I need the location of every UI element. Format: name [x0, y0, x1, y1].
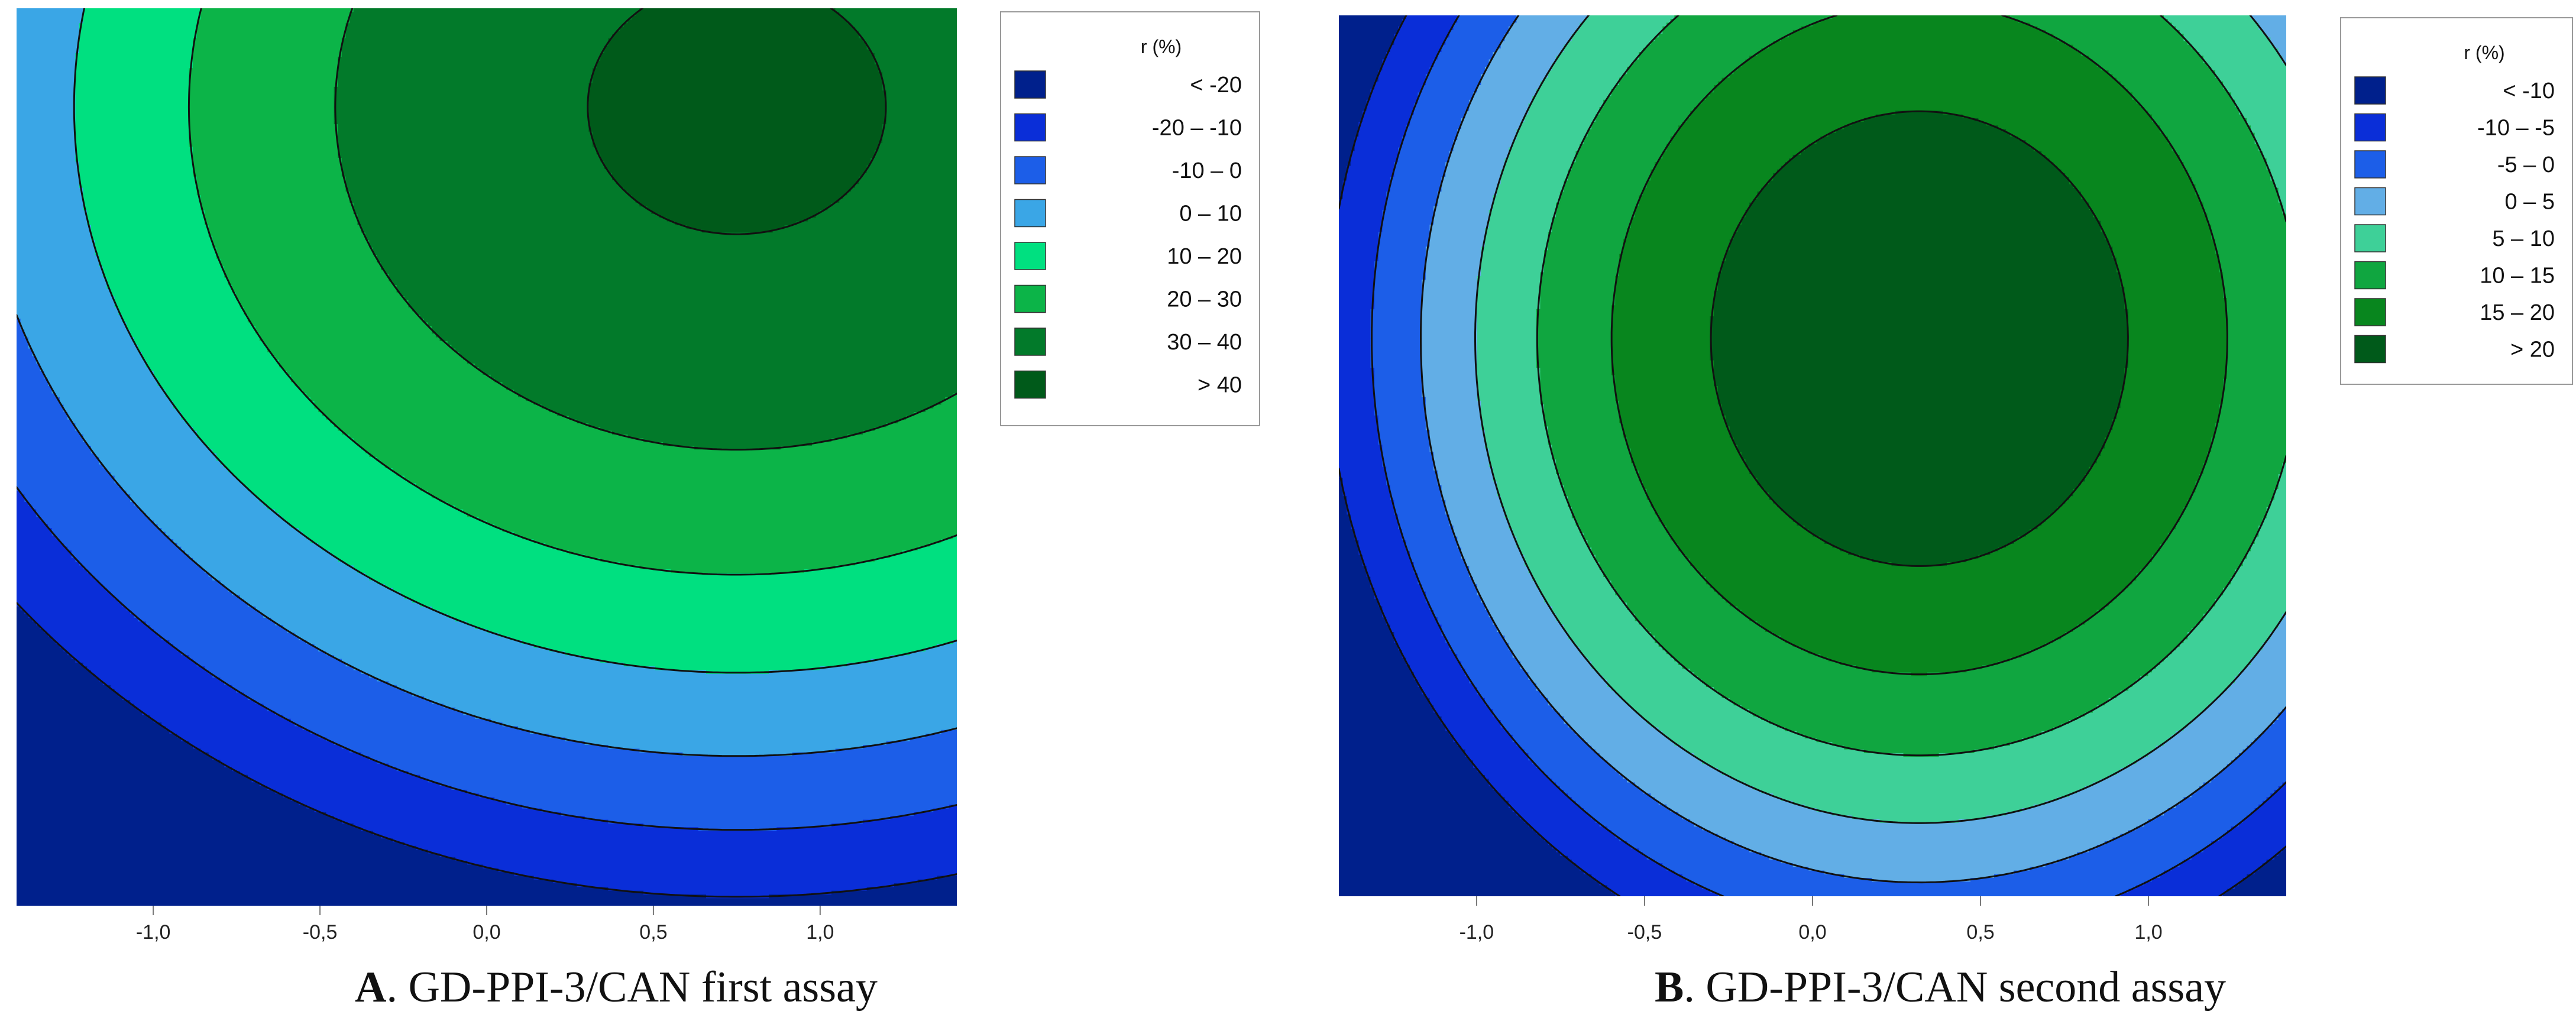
x-tick-label-1-1: -0,5 [1627, 921, 1662, 944]
caption-a-text: . GD-PPI-3/CAN first assay [386, 963, 878, 1012]
contour-line-0-0 [17, 602, 957, 898]
legend-swatch-0-7 [1014, 370, 1046, 399]
legend-label-0-1: -20 – -10 [1152, 116, 1242, 141]
x-tick-label-1-4: 1,0 [2134, 921, 2162, 944]
panel-a: -1,0 -0,5 0,0 0,5 1,0 r (%) < -20 -20 – -10 -10 … [17, 8, 1260, 1013]
contour-line-0-6 [587, 8, 887, 235]
legend-swatch-0-6 [1014, 328, 1046, 356]
x-tick-label-0-4: 1,0 [806, 921, 834, 944]
legend-label-0-0: < -20 [1190, 73, 1242, 98]
legend-title-1: r (%) [2464, 42, 2504, 63]
contour-line-1-3 [1474, 15, 2286, 824]
legend-swatch-1-5 [2354, 261, 2386, 290]
contour-line-1-2 [1420, 15, 2286, 884]
legend-swatch-1-1 [2354, 113, 2386, 142]
legend-label-0-4: 10 – 20 [1167, 244, 1242, 269]
legend-swatch-0-5 [1014, 284, 1046, 313]
x-tick-label-0-1: -0,5 [303, 921, 338, 944]
x-tick-label-0-3: 0,5 [639, 921, 667, 944]
legend-label-1-0: < -10 [2503, 79, 2555, 103]
legend-label-1-6: 15 – 20 [2480, 300, 2555, 325]
legend-label-1-3: 0 – 5 [2504, 190, 2555, 215]
legend-swatch-1-6 [2354, 298, 2386, 326]
legend-label-1-7: > 20 [2510, 338, 2555, 362]
legend-label-0-5: 20 – 30 [1167, 287, 1242, 312]
contour-plot-a: -1,0 -0,5 0,0 0,5 1,0 r (%) < -20 -20 – -10 -10 … [17, 8, 1260, 944]
x-tick-label-0-0: -1,0 [136, 921, 171, 944]
legend-title-0: r (%) [1141, 36, 1182, 57]
panel-b: -1,0 -0,5 0,0 0,5 1,0 r (%) < -10 -10 – -5 -5 – … [1288, 0, 2576, 1034]
x-tick-label-1-0: -1,0 [1459, 921, 1494, 944]
legend-swatch-1-4 [2354, 224, 2386, 252]
caption-b: B. GD-PPI-3/CAN second assay [1655, 962, 2226, 1013]
contour-line-0-1 [17, 486, 957, 831]
contour-fill-0 [17, 8, 957, 906]
legend-label-0-7: > 40 [1198, 373, 1242, 398]
legend-swatch-0-3 [1014, 199, 1046, 228]
legend-swatch-1-7 [2354, 335, 2386, 364]
caption-a-letter: A [355, 963, 387, 1012]
legend-swatch-0-0 [1014, 70, 1046, 99]
contour-line-1-1 [1371, 15, 2286, 896]
contour-line-1-4 [1536, 15, 2286, 757]
legend-label-0-6: 30 – 40 [1167, 330, 1242, 355]
x-tick-label-0-2: 0,0 [473, 921, 500, 944]
x-tick-label-1-2: 0,0 [1798, 921, 1826, 944]
caption-b-text: . GD-PPI-3/CAN second assay [1684, 963, 2227, 1012]
contour-fill-1 [1339, 15, 2286, 896]
contour-line-1-6 [1710, 110, 2129, 567]
contour-line-0-2 [17, 314, 957, 757]
legend-swatch-0-2 [1014, 156, 1046, 184]
contour-line-1-5 [1610, 15, 2228, 676]
contour-plot-b: -1,0 -0,5 0,0 0,5 1,0 r (%) < -10 -10 – -5 -5 – … [1339, 15, 2573, 944]
legend-swatch-1-2 [2354, 150, 2386, 179]
contour-line-0-3 [73, 8, 957, 674]
caption-b-letter: B [1655, 963, 1684, 1012]
legend-swatch-1-0 [2354, 76, 2386, 105]
legend-swatch-1-3 [2354, 187, 2386, 216]
legend-label-1-2: -5 – 0 [2497, 153, 2555, 177]
legend-label-0-2: -10 – 0 [1172, 158, 1242, 183]
legend-label-1-4: 5 – 10 [2492, 226, 2555, 251]
x-tick-label-1-3: 0,5 [1966, 921, 1994, 944]
legend-swatch-0-1 [1014, 113, 1046, 142]
caption-a: A. GD-PPI-3/CAN first assay [355, 962, 878, 1013]
contour-line-1-0 [1339, 15, 2286, 896]
legend-swatch-0-4 [1014, 242, 1046, 270]
legend-label-1-1: -10 – -5 [2477, 116, 2555, 141]
legend-label-0-3: 0 – 10 [1179, 202, 1242, 226]
contour-line-0-5 [334, 8, 957, 451]
contour-line-0-4 [187, 8, 957, 576]
legend-label-1-5: 10 – 15 [2480, 264, 2555, 289]
